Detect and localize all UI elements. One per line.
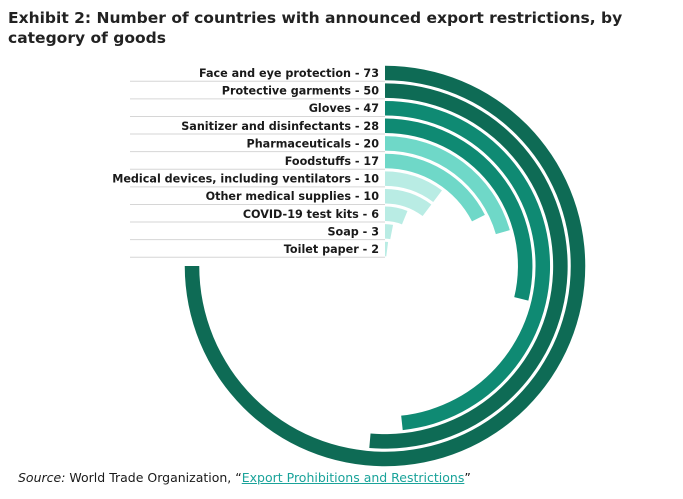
series-label: Gloves - 47 <box>309 102 379 115</box>
label-separators <box>130 80 385 258</box>
series-label: Other medical supplies - 10 <box>206 190 380 203</box>
series-label: Toilet paper - 2 <box>284 243 379 256</box>
arc-other-medical-supplies <box>385 188 432 217</box>
series-label: Pharmaceuticals - 20 <box>247 137 380 150</box>
series-label: Face and eye protection - 73 <box>199 67 379 80</box>
series-label: Soap - 3 <box>327 225 379 238</box>
arc-soap <box>385 224 394 240</box>
chart-title: Exhibit 2: Number of countries with anno… <box>8 9 623 47</box>
source-lead: Source: <box>18 470 66 485</box>
source-tail: ” <box>464 470 471 485</box>
arc-covid-19-test-kits <box>385 206 408 225</box>
source-note: Source: World Trade Organization, “Expor… <box>18 470 471 485</box>
source-link[interactable]: Export Prohibitions and Restrictions <box>241 470 465 485</box>
series-label: Foodstuffs - 17 <box>285 155 379 168</box>
source-org: World Trade Organization, “ <box>65 470 242 485</box>
series-label: Sanitizer and disinfectants - 28 <box>181 120 379 133</box>
arc-medical-devices-including-ventilators <box>385 171 442 202</box>
series-label: Protective garments - 50 <box>222 85 379 98</box>
series-label: Medical devices, including ventilators -… <box>112 173 379 186</box>
series-label: COVID-19 test kits - 6 <box>243 208 379 221</box>
arc-toilet-paper <box>385 241 389 257</box>
arc-sanitizer-and-disinfectants <box>385 118 533 301</box>
chart-arcs <box>184 65 586 467</box>
arc-foodstuffs <box>385 153 485 222</box>
arc-pharmaceuticals <box>385 136 510 235</box>
chart-labels: Face and eye protection - 73 Protective g… <box>112 67 379 256</box>
